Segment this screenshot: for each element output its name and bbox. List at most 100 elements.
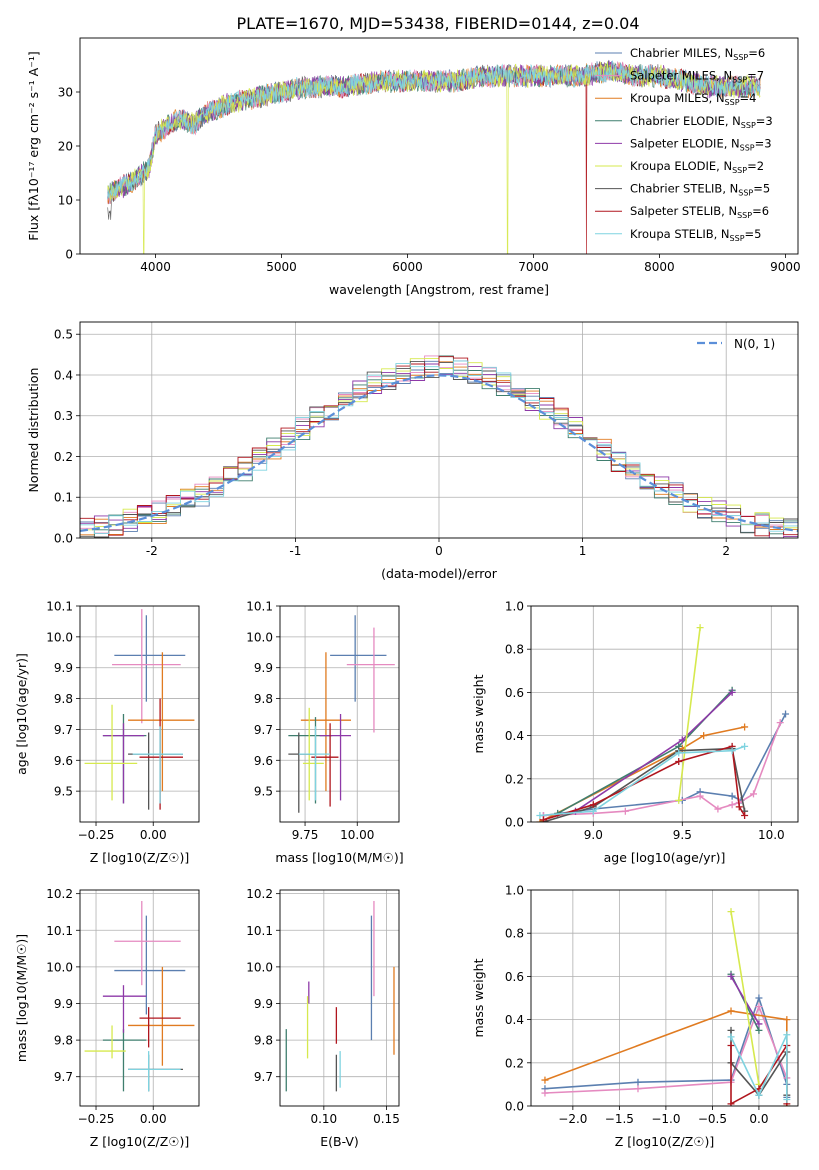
weight-line-5 (730, 911, 760, 1085)
y-tick-label: 9.8 (254, 1034, 273, 1048)
x-tick-label: −2.0 (558, 1112, 587, 1126)
y-tick-label: 9.9 (54, 997, 73, 1011)
weight-marker (696, 624, 704, 632)
weight-marker (755, 994, 763, 1002)
x-axis-label: (data-model)/error (381, 566, 498, 581)
legend-label: Chabrier MILES, NSSP=6 (630, 46, 765, 62)
residuals-panel: -2 -1 0 1 2 0.0 0.1 0.2 0.3 0.4 0.5 N(0, 1) (data-mo… (26, 321, 799, 581)
weight-marker (536, 812, 544, 820)
weight-marker (783, 1031, 791, 1039)
weight-marker (741, 723, 749, 731)
axes-frame (279, 889, 400, 1107)
weight-marker (728, 801, 736, 809)
weight-marker (714, 805, 722, 813)
weight-marker (783, 1016, 791, 1024)
legend-label: Kroupa MILES, NSSP=4 (630, 91, 756, 107)
mass-weight-vs-metallicity-panel: −2.0 −1.5 −1.0 −0.5 0.0 0.0 0.2 0.4 0.6 0.8 1.0 Z [… (471, 884, 799, 1149)
y-tick-label: 10.2 (246, 887, 273, 901)
y-tick-label: 30 (58, 86, 73, 100)
y-tick-label: 0.5 (54, 328, 73, 342)
y-tick-label: 9.8 (254, 692, 273, 706)
y-tick-label: 0.4 (54, 368, 73, 382)
x-tick-label: 9000 (770, 260, 801, 274)
legend-label: Salpeter MILES, NSSP=7 (630, 69, 764, 85)
x-tick-label: 2 (722, 544, 730, 558)
legend-label: Kroupa ELODIE, NSSP=2 (630, 159, 764, 175)
age_vs_Z-plot-area (80, 606, 199, 822)
spectrum-legend: Chabrier MILES, NSSP=6 Salpeter MILES, NS… (595, 46, 773, 243)
legend-label: N(0, 1) (734, 337, 775, 351)
mass_vs_Z-plot-area (80, 890, 199, 1106)
y-tick-label: 0.2 (54, 450, 73, 464)
x-tick-label: −0.25 (78, 828, 115, 842)
weight-marker (621, 807, 629, 815)
spectrum-plot-area (107, 59, 761, 254)
x-tick-label: 0.10 (310, 1112, 337, 1126)
x-axis-label: E(B-V) (320, 1134, 359, 1149)
mass-vs-ebv-panel: 0.10 0.15 9.7 9.8 9.9 10.0 10.1 10.2 E(B-V) (246, 887, 400, 1149)
y-tick-label: 0.1 (54, 491, 73, 505)
weight-marker (696, 792, 704, 800)
x-tick-label: 10.0 (758, 828, 785, 842)
axes-frame (79, 37, 799, 255)
weight-marker (735, 803, 743, 811)
figure-title: PLATE=1670, MJD=53438, FIBERID=0144, z=0… (236, 14, 639, 33)
y-tick-label: 0.6 (505, 970, 524, 984)
x-tick-label: −1.5 (605, 1112, 634, 1126)
weight-marker (675, 758, 683, 766)
y-tick-label: 9.5 (254, 785, 273, 799)
y-tick-label: 10.0 (46, 630, 73, 644)
x-tick-label: 0.15 (373, 1112, 400, 1126)
weight-marker (783, 1096, 791, 1104)
weight-marker (728, 688, 736, 696)
x-tick-label: 9.5 (673, 828, 692, 842)
axes-frame (530, 889, 799, 1107)
legend-label: Salpeter ELODIE, NSSP=3 (630, 136, 772, 152)
weight-marker (675, 796, 683, 804)
massweight_vs_Z-plot-area (531, 890, 798, 1106)
x-axis-label: age [log10(age/yr)] (604, 850, 726, 865)
y-tick-label: 9.7 (54, 1070, 73, 1084)
weight-marker (728, 792, 736, 800)
weight-marker (727, 972, 735, 980)
y-tick-label: 10.0 (246, 960, 273, 974)
x-tick-label: 0 (435, 544, 443, 558)
y-tick-label: 0.4 (505, 729, 524, 743)
y-axis-label: mass weight (471, 958, 486, 1037)
mass-weight-vs-age-panel: 9.0 9.5 10.0 0.0 0.2 0.4 0.6 0.8 1.0 age [log10(a… (471, 600, 799, 865)
weight-line-5 (677, 627, 701, 801)
weight-marker (782, 710, 790, 718)
x-tick-label: 0.00 (140, 828, 167, 842)
y-axis-label: age [log10(age/yr)] (14, 653, 29, 775)
spectrum-panel: 4000 5000 6000 7000 8000 9000 0 10 20 30 Chabrier … (26, 37, 801, 297)
weight-marker (700, 732, 708, 740)
x-tick-label: 9.0 (584, 828, 603, 842)
histogram-8 (80, 360, 798, 538)
weight-marker (727, 1042, 735, 1050)
y-tick-label: 9.7 (254, 1070, 273, 1084)
x-tick-label: 5000 (266, 260, 297, 274)
y-tick-label: 0.0 (505, 816, 524, 830)
weight-marker (755, 1003, 763, 1011)
residuals-plot-area (80, 322, 798, 538)
y-tick-label: 9.6 (254, 754, 273, 768)
y-tick-label: 0.2 (505, 1056, 524, 1070)
y-tick-label: 1.0 (505, 884, 524, 898)
y-tick-label: 0.2 (505, 772, 524, 786)
legend-label: Chabrier STELIB, NSSP=5 (630, 182, 770, 198)
x-tick-label: 9.75 (292, 828, 319, 842)
y-tick-label: 9.7 (254, 723, 273, 737)
y-tick-label: 0.6 (505, 686, 524, 700)
y-tick-label: 10.0 (246, 630, 273, 644)
weight-marker (727, 908, 735, 916)
x-tick-label: -1 (289, 544, 301, 558)
x-tick-label: 0.00 (140, 1112, 167, 1126)
y-tick-label: 0.4 (505, 1013, 524, 1027)
y-tick-label: 0.8 (505, 643, 524, 657)
weight-marker (741, 812, 749, 820)
legend-label: Chabrier ELODIE, NSSP=3 (630, 114, 773, 130)
weight-marker (539, 816, 547, 822)
y-tick-label: 0 (65, 248, 73, 262)
y-tick-label: 9.7 (54, 723, 73, 737)
